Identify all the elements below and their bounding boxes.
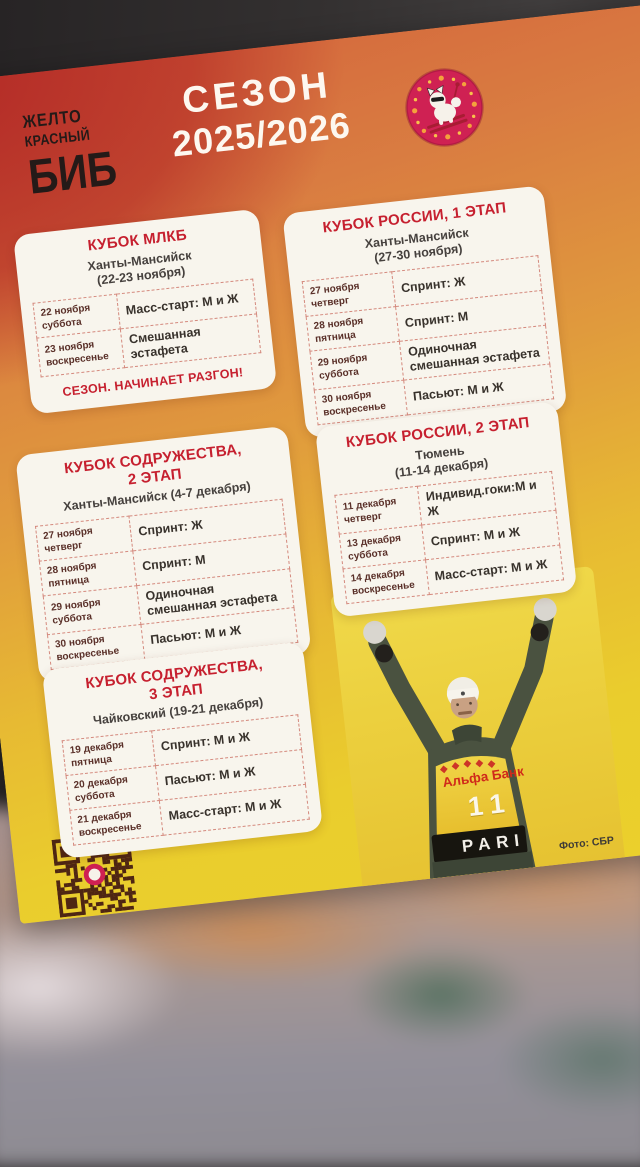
- date-cell: 23 ноября воскресенье: [36, 329, 125, 378]
- schedule-table: 27 ноября четверг Спринт: Ж 28 ноября пя…: [35, 498, 298, 670]
- schedule-card-mlkb-cup: КУБОК МЛКБ Ханты-Мансийск (22-23 ноября)…: [12, 208, 278, 415]
- schedule-card-russia-cup-stage1: КУБОК РОССИИ, 1 ЭТАП Ханты-Мансийск (27-…: [282, 185, 568, 439]
- schedule-table: 11 декабря четверг Индивид.гоки:М и Ж 13…: [334, 471, 564, 604]
- schedule-card-russia-cup-stage2: КУБОК РОССИИ, 2 ЭТАП Тюмень (11-14 декаб…: [314, 400, 578, 618]
- schedule-card-commonwealth-cup-stage3: КУБОК СОДРУЖЕСТВА, 3 ЭТАП Чайковский (19…: [41, 641, 324, 859]
- schedule-table: 27 ноября четверг Спринт: Ж 28 ноября пя…: [302, 255, 554, 425]
- season-poster: ЖЕЛТО КРАСНЫЙ БИБ СЕЗОН 2025/2026: [0, 5, 640, 924]
- biathlete-photo: Альфа Банк 11 PARI Фото: СБР: [330, 566, 625, 887]
- logo-line: БИБ: [25, 140, 120, 204]
- biathlete-figure: [363, 597, 557, 879]
- schedule-table: 22 ноября суббота Масс-старт: М и Ж 23 н…: [32, 279, 261, 378]
- cat-skier-badge-icon: [400, 63, 488, 151]
- date-cell: 14 декабря воскресенье: [343, 560, 430, 604]
- season-title: СЕЗОН 2025/2026: [101, 57, 418, 170]
- schedule-table: 19 декабря пятница Спринт: М и Ж 20 дека…: [62, 714, 310, 845]
